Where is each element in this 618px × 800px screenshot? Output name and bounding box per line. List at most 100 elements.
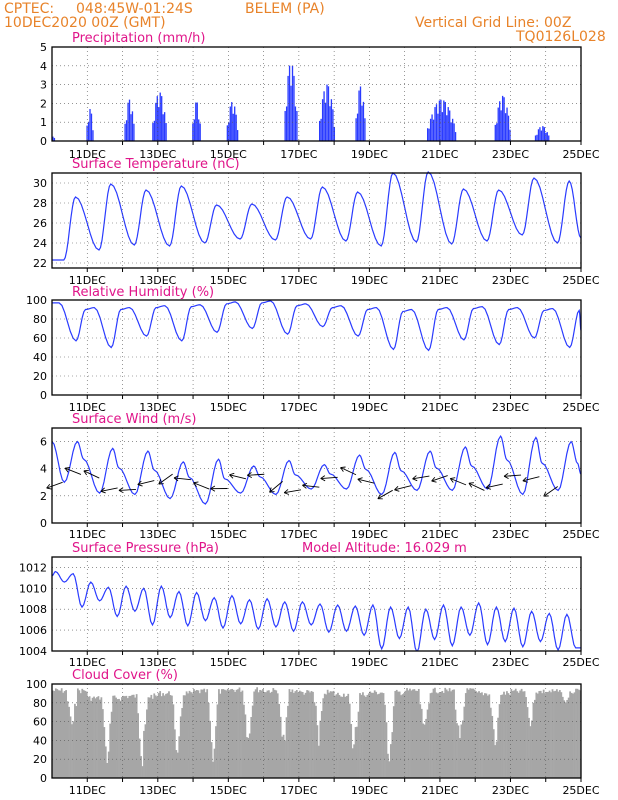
cloud-bar xyxy=(69,716,72,778)
precip-bar xyxy=(543,127,545,141)
cloud-bar xyxy=(216,704,219,778)
precip-bar xyxy=(92,130,94,141)
cloud-bar xyxy=(178,736,181,778)
precip-bar xyxy=(232,113,234,141)
precip-bar xyxy=(125,120,128,141)
cloud-bar xyxy=(144,724,147,778)
press-x-tick-label: 25DEC xyxy=(562,656,599,669)
wind-x-tick-label: 19DEC xyxy=(351,528,388,541)
cloud-bar xyxy=(566,699,569,778)
cloud-bar xyxy=(381,692,383,778)
cloud-bar xyxy=(188,690,191,778)
wind-direction-arrow xyxy=(431,475,448,483)
cloud-bar xyxy=(489,707,492,778)
cloud-bar xyxy=(417,688,420,778)
precip-bar xyxy=(497,107,499,141)
cloud-bar xyxy=(146,709,148,778)
cloud-bar xyxy=(425,718,428,778)
press-y-tick-label: 1006 xyxy=(19,624,47,637)
precip-bar xyxy=(152,123,154,141)
precip-bar xyxy=(234,106,236,141)
cloud-bar xyxy=(508,694,511,778)
temp-y-tick-label: 24 xyxy=(33,237,47,250)
wind-direction-arrow xyxy=(137,480,155,487)
cloud-bar xyxy=(131,694,134,778)
precip-bar xyxy=(130,114,132,141)
cloud-bar xyxy=(464,693,467,778)
cloud-bar xyxy=(231,688,234,778)
cloud-bar xyxy=(135,694,138,778)
cloud-bar xyxy=(118,698,120,778)
cloud-bar xyxy=(278,703,281,778)
cloud-bar xyxy=(218,689,220,778)
cloud-y-tick-label: 60 xyxy=(33,716,47,729)
precip-bar xyxy=(287,75,289,141)
cloud-bar xyxy=(342,693,345,778)
precip-bar xyxy=(332,109,334,141)
cloud-bar xyxy=(198,693,201,778)
cloud-bar xyxy=(91,697,94,778)
cloud-bar xyxy=(168,691,170,778)
cloud-bar xyxy=(306,690,308,778)
temp-x-tick-label: 21DEC xyxy=(421,274,458,287)
precip-bar xyxy=(509,129,511,141)
cloud-bar xyxy=(456,723,458,778)
wind-direction-arrow xyxy=(83,469,100,479)
cloud-bar xyxy=(196,689,198,778)
precip-bar xyxy=(326,84,328,141)
cloud-bar xyxy=(171,695,173,778)
cloud-bar xyxy=(461,720,464,778)
temp-series-line xyxy=(52,171,582,261)
cloud-bar xyxy=(444,687,447,778)
cloud-bar xyxy=(60,688,63,778)
cloud-bar xyxy=(185,691,188,778)
rh-panel: Relative Humidity (%) 0 20 40 60 80 100 11DEC 13… xyxy=(26,285,600,414)
cloud-bar xyxy=(229,689,232,778)
rh-y-tick-label: 80 xyxy=(33,313,47,326)
temp-frame xyxy=(51,172,582,269)
cloud-bar xyxy=(525,697,527,778)
precip-bar xyxy=(131,111,134,141)
cloud-bar xyxy=(243,704,245,778)
cloud-bar xyxy=(194,690,197,778)
precip-bar xyxy=(432,119,435,141)
cloud-bar xyxy=(166,693,169,778)
cloud-bar xyxy=(359,693,361,778)
precip-frame xyxy=(51,46,582,142)
precip-bar xyxy=(199,123,201,141)
cloud-bar xyxy=(373,690,376,778)
cloud-bar xyxy=(578,689,580,778)
cloud-bar xyxy=(244,714,247,778)
precip-bar xyxy=(500,110,502,141)
cloud-bar xyxy=(263,691,266,778)
wind-direction-arrow xyxy=(193,481,210,490)
press-y-tick-label: 1008 xyxy=(19,603,47,616)
precip-bar xyxy=(285,106,288,141)
cloud-bar xyxy=(573,692,576,778)
cloud-bar xyxy=(428,703,430,778)
precip-bar xyxy=(327,86,330,141)
precip-title: Precipitation (mm/h) xyxy=(72,31,205,46)
precip-bar xyxy=(156,96,158,141)
cloud-bar xyxy=(323,693,326,778)
rh-series-line xyxy=(52,300,582,352)
cloud-bar xyxy=(310,691,313,778)
precip-x-tick-label: 21DEC xyxy=(421,148,458,161)
cloud-bar xyxy=(275,690,278,778)
cloud-bar xyxy=(536,693,539,778)
cloud-bar xyxy=(184,695,187,778)
wind-grid xyxy=(52,428,581,524)
cloud-bar xyxy=(113,695,116,778)
precip-bar xyxy=(155,102,157,141)
cloud-bar xyxy=(96,697,98,778)
press-y-tick-label: 1004 xyxy=(19,645,47,658)
cloud-bar xyxy=(558,690,561,778)
cloud-bar xyxy=(394,691,397,778)
cloud-bar xyxy=(338,695,341,778)
cloud-bar xyxy=(138,738,141,778)
cloud-bar xyxy=(538,691,541,778)
cloud-x-tick-label: 19DEC xyxy=(351,784,388,797)
cloud-bar xyxy=(414,690,417,778)
precip-bar xyxy=(434,107,436,141)
precip-bar xyxy=(503,97,505,141)
